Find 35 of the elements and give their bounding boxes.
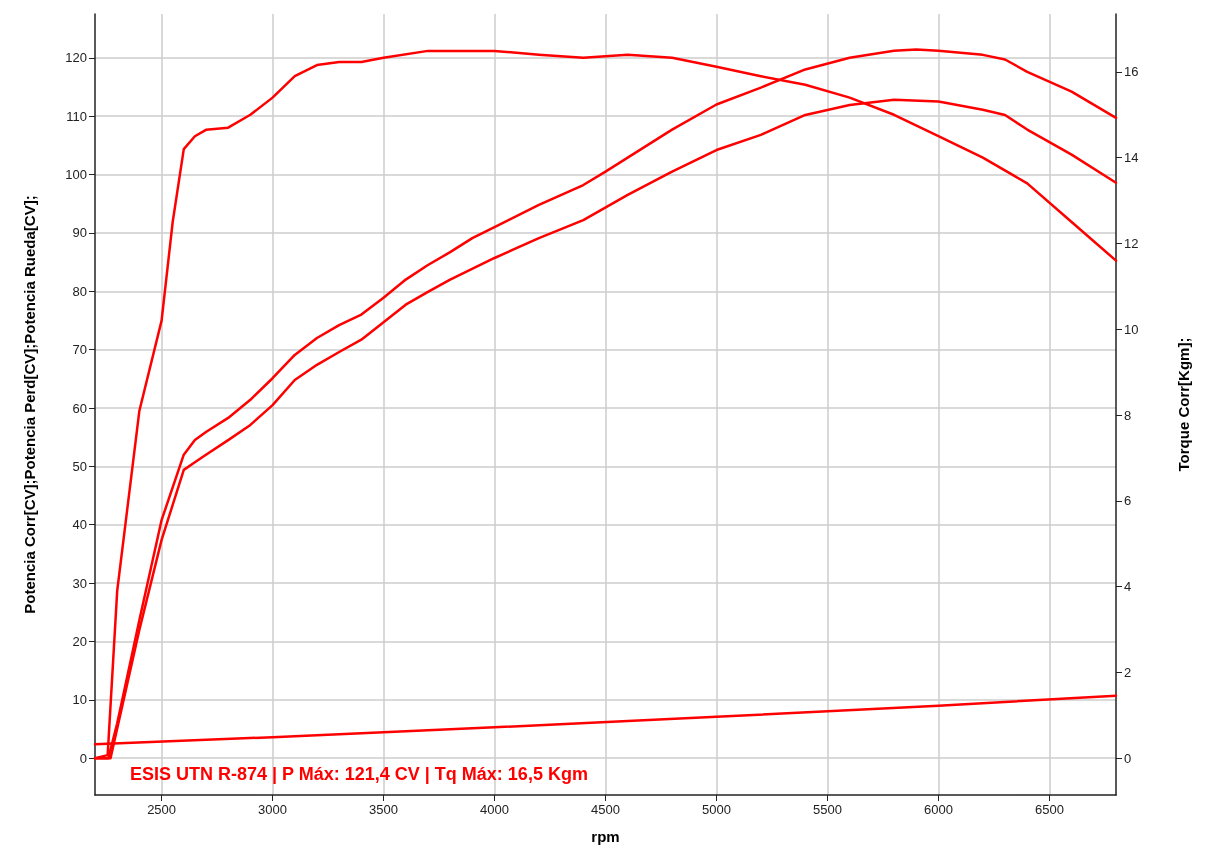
x-tick-label: 6000: [923, 802, 953, 817]
y2-axis-title: Torque Corr[Kgm];: [1175, 337, 1192, 472]
x-tick-label: 5500: [813, 802, 842, 817]
y-tick-label: 120: [65, 50, 87, 66]
y-tick-label: 90: [72, 225, 87, 241]
x-tick-label: 3500: [369, 802, 398, 817]
y-tick-label: 110: [66, 108, 87, 124]
y2-tick-label: 4: [1124, 579, 1132, 595]
y2-tick-label: 0: [1124, 750, 1132, 766]
y-tick-label: 40: [72, 517, 87, 533]
y-tick-label: 10: [72, 692, 87, 708]
y2-tick-label: 14: [1124, 150, 1139, 166]
y-tick-label: 60: [72, 400, 87, 416]
x-tick-label: 3000: [258, 802, 288, 817]
x-tick-label: 2500: [147, 802, 177, 817]
y2-tick-label: 2: [1124, 664, 1132, 680]
y-tick-label: 80: [72, 283, 87, 299]
x-tick-label: 5000: [702, 802, 731, 817]
x-axis-title: rpm: [591, 828, 620, 845]
x-tick-label: 6500: [1034, 802, 1064, 817]
x-tick-label: 4500: [591, 802, 620, 817]
y-tick-label: 70: [72, 342, 87, 358]
y-tick-label: 0: [79, 750, 87, 766]
y2-tick-label: 6: [1124, 493, 1132, 509]
x-tick-label: 4000: [480, 802, 509, 817]
y-axis-title: Potencia Corr[CV];Potencia Perd[CV];Potencia Rueda[CV];: [21, 195, 38, 614]
annotation: ESIS UTN R-874 | P Máx: 121,4 CV | Tq Máx: 16,5 Kgm: [130, 764, 588, 784]
y2-tick-label: 12: [1124, 235, 1139, 251]
y-tick-label: 50: [72, 458, 87, 474]
y2-tick-label: 10: [1124, 321, 1139, 337]
y-tick-label: 20: [72, 633, 87, 649]
y-tick-label: 30: [72, 575, 87, 591]
y-tick-label: 100: [65, 167, 87, 183]
y2-tick-label: 16: [1124, 64, 1139, 80]
y2-tick-label: 8: [1124, 407, 1132, 423]
